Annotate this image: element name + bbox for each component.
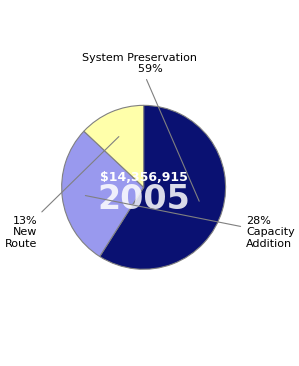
Text: 13%
New
Route: 13% New Route — [5, 137, 119, 249]
Text: 2005: 2005 — [97, 183, 190, 216]
Text: $14,356,915: $14,356,915 — [100, 171, 187, 184]
Wedge shape — [62, 131, 144, 257]
Text: System Preservation
      59%: System Preservation 59% — [82, 53, 199, 201]
Wedge shape — [84, 105, 144, 187]
Text: 28%
Capacity
Addition: 28% Capacity Addition — [86, 195, 295, 249]
Wedge shape — [100, 105, 225, 269]
